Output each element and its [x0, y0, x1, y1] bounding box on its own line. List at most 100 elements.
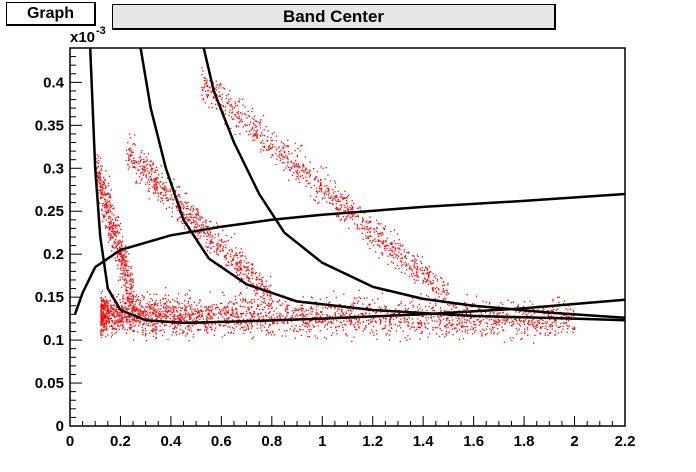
- scatter-point: [211, 304, 213, 306]
- scatter-point: [249, 133, 252, 135]
- scatter-point: [449, 322, 451, 324]
- scatter-point: [394, 267, 397, 269]
- scatter-point: [239, 267, 241, 269]
- scatter-point: [205, 94, 208, 96]
- scatter-point: [369, 230, 371, 232]
- scatter-point: [145, 156, 147, 158]
- scatter-point: [434, 288, 437, 290]
- scatter-point: [303, 311, 305, 313]
- scatter-point: [218, 239, 220, 241]
- graph-tab[interactable]: Graph: [6, 2, 96, 26]
- scatter-point: [159, 313, 161, 315]
- curve-line: [88, 48, 625, 325]
- scatter-point: [241, 254, 244, 257]
- scatter-point: [130, 321, 132, 323]
- scatter-point: [263, 142, 265, 145]
- scatter-point: [124, 272, 127, 275]
- scatter-point: [294, 164, 296, 166]
- scatter-point: [215, 314, 217, 316]
- scatter-point: [108, 196, 110, 198]
- scatter-point: [477, 319, 479, 321]
- scatter-point: [208, 318, 210, 320]
- scatter-point: [421, 309, 424, 311]
- scatter-point: [105, 201, 107, 203]
- scatter-point: [167, 310, 169, 313]
- scatter-point: [147, 153, 149, 155]
- scatter-point: [117, 320, 119, 322]
- scatter-point: [338, 304, 340, 306]
- scatter-point: [144, 171, 146, 173]
- scatter-point: [153, 178, 155, 180]
- scatter-point: [347, 196, 349, 198]
- scatter-point: [192, 314, 194, 316]
- scatter-point: [452, 304, 454, 306]
- scatter-point: [258, 316, 260, 318]
- scatter-point: [322, 167, 324, 169]
- scatter-point: [174, 190, 176, 192]
- scatter-point: [185, 308, 187, 310]
- scatter-point: [105, 170, 107, 172]
- scatter-point: [143, 166, 145, 168]
- scatter-point: [207, 246, 209, 248]
- scatter-point: [437, 293, 440, 295]
- scatter-point: [297, 164, 299, 166]
- scatter-point: [440, 276, 442, 279]
- scatter-point: [230, 98, 232, 100]
- scatter-point: [369, 332, 371, 334]
- scatter-point: [107, 182, 110, 184]
- scatter-point: [146, 159, 148, 161]
- scatter-point: [173, 306, 175, 308]
- scatter-point: [510, 324, 512, 327]
- scatter-point: [430, 283, 432, 285]
- scatter-point: [240, 112, 242, 114]
- scatter-point: [552, 316, 554, 318]
- scatter-point: [252, 127, 254, 130]
- scatter-point: [361, 225, 364, 227]
- scatter-point: [417, 256, 419, 258]
- scatter-point: [136, 298, 139, 300]
- scatter-point: [157, 199, 159, 201]
- scatter-point: [443, 281, 445, 283]
- scatter-point: [222, 249, 225, 252]
- scatter-point: [192, 217, 194, 219]
- scatter-point: [432, 282, 434, 284]
- scatter-point: [411, 323, 413, 325]
- scatter-point: [253, 123, 255, 125]
- scatter-point: [244, 267, 246, 269]
- scatter-point: [137, 310, 139, 312]
- scatter-point: [184, 327, 187, 329]
- scatter-point: [133, 325, 135, 327]
- scatter-point: [100, 196, 102, 199]
- scatter-point: [100, 190, 102, 192]
- scatter-point: [138, 313, 140, 315]
- scatter-point: [435, 292, 437, 294]
- scatter-point: [229, 109, 231, 111]
- scatter-point: [155, 181, 157, 183]
- scatter-point: [200, 227, 202, 229]
- scatter-point: [124, 315, 126, 317]
- scatter-point: [129, 283, 131, 285]
- scatter-point: [369, 221, 372, 224]
- scatter-point: [110, 325, 112, 328]
- scatter-point: [115, 259, 117, 262]
- scatter-point: [413, 327, 415, 329]
- scatter-point: [116, 296, 118, 298]
- scatter-point: [378, 223, 380, 225]
- scatter-point: [419, 269, 422, 271]
- scatter-point: [206, 308, 209, 310]
- scatter-point: [253, 133, 255, 135]
- scatter-point: [111, 321, 114, 323]
- scatter-point: [549, 325, 551, 327]
- scatter-point: [159, 299, 161, 301]
- scatter-point: [317, 202, 319, 204]
- scatter-point: [130, 284, 132, 286]
- scatter-point: [221, 99, 223, 101]
- scatter-point: [261, 282, 263, 284]
- scatter-point: [476, 319, 478, 321]
- scatter-point: [335, 208, 337, 210]
- scatter-point: [103, 322, 105, 324]
- scatter-point: [374, 312, 377, 314]
- scatter-point: [165, 302, 167, 304]
- scatter-point: [398, 267, 400, 270]
- scatter-point: [206, 320, 208, 322]
